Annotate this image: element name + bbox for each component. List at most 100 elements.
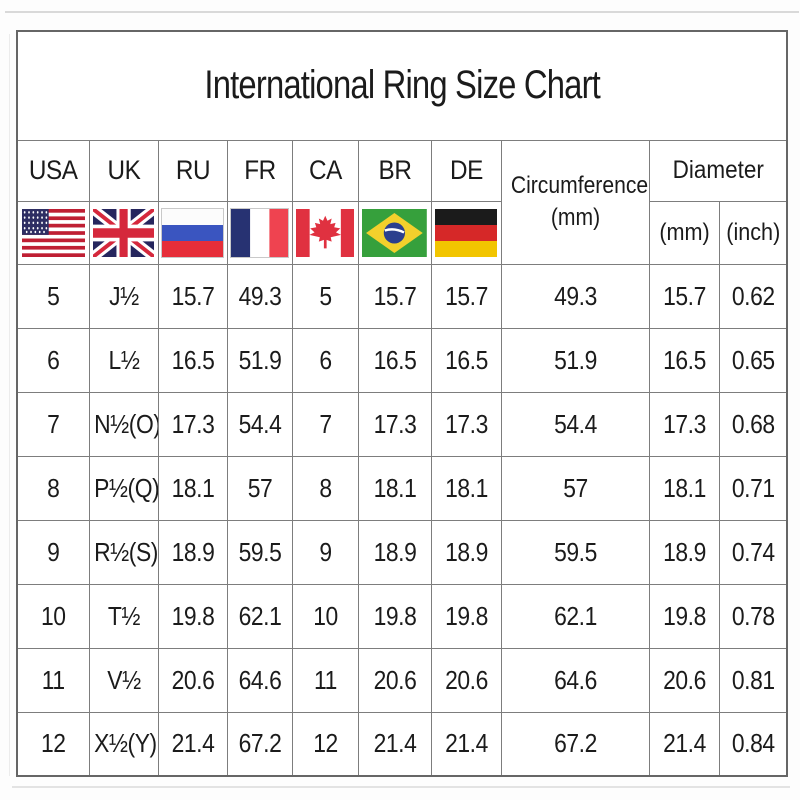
flag-cell-de [430,200,502,265]
cell-diameter-inch: 0.74 [718,519,788,585]
cell-diameter-inch: 0.65 [718,327,788,393]
circumference-label: Circumference [510,171,648,199]
cell-diameter-mm: 21.4 [648,711,720,777]
cell-de: 17.3 [430,391,502,457]
cell-circumference-mm: 59.5 [500,519,650,585]
cell-circumference-mm: 64.6 [500,647,650,713]
cell-ca: 12 [291,711,359,777]
table-row: 5 J½ 15.7 49.3 5 15.7 15.7 49.3 15.7 0.6… [16,263,788,329]
cell-br: 20.6 [357,647,432,713]
cell-de: 18.9 [430,519,502,585]
column-header-fr: FR [226,139,293,202]
cell-diameter-mm: 18.9 [648,519,720,585]
table-row: 8 P½(Q) 18.1 57 8 18.1 18.1 57 18.1 0.71 [16,455,788,521]
cell-diameter-mm: 15.7 [648,263,720,329]
cell-ca: 6 [291,327,359,393]
photo-edge-left [9,34,10,776]
column-header-ca: CA [291,139,359,202]
cell-usa: 9 [16,519,90,585]
column-header-uk: UK [88,139,159,202]
brazil-flag-icon [359,202,430,263]
cell-ru: 20.6 [157,647,228,713]
table-row: 10 T½ 19.8 62.1 10 19.8 19.8 62.1 19.8 0… [16,583,788,649]
cell-uk: T½ [88,583,159,649]
cell-ca: 9 [291,519,359,585]
flags-row: (mm) (inch) [16,200,788,265]
table-row: 12 X½(Y) 21.4 67.2 12 21.4 21.4 67.2 21.… [16,711,788,777]
russia-flag-icon [159,202,226,263]
cell-usa: 11 [16,647,90,713]
cell-diameter-mm: 16.5 [648,327,720,393]
cell-ca: 5 [291,263,359,329]
cell-br: 18.1 [357,455,432,521]
cell-ru: 18.1 [157,455,228,521]
cell-diameter-inch: 0.62 [718,263,788,329]
cell-fr: 64.6 [226,647,293,713]
cell-br: 21.4 [357,711,432,777]
uk-flag-icon [90,202,157,263]
cell-br: 16.5 [357,327,432,393]
cell-br: 19.8 [357,583,432,649]
cell-usa: 12 [16,711,90,777]
column-header-ru: RU [157,139,228,202]
cell-ru: 17.3 [157,391,228,457]
cell-circumference-mm: 67.2 [500,711,650,777]
cell-de: 15.7 [430,263,502,329]
table-row: 11 V½ 20.6 64.6 11 20.6 20.6 64.6 20.6 0… [16,647,788,713]
cell-circumference-mm: 49.3 [500,263,650,329]
cell-ca: 7 [291,391,359,457]
cell-uk: L½ [88,327,159,393]
diameter-mm-header: (mm) [648,200,720,265]
flag-cell-ru [157,200,228,265]
diameter-inch-header: (inch) [718,200,788,265]
cell-diameter-mm: 17.3 [648,391,720,457]
cell-fr: 51.9 [226,327,293,393]
cell-diameter-mm: 19.8 [648,583,720,649]
flag-cell-uk [88,200,159,265]
cell-diameter-mm: 18.1 [648,455,720,521]
cell-de: 16.5 [430,327,502,393]
table-row: 7 N½(O) 17.3 54.4 7 17.3 17.3 54.4 17.3 … [16,391,788,457]
column-header-de: DE [430,139,502,202]
cell-fr: 62.1 [226,583,293,649]
cell-de: 18.1 [430,455,502,521]
title-row: International Ring Size Chart [16,30,788,141]
cell-diameter-mm: 20.6 [648,647,720,713]
column-header-diameter: Diameter [648,139,788,202]
cell-ca: 11 [291,647,359,713]
france-flag-icon [228,202,291,263]
cell-de: 21.4 [430,711,502,777]
cell-circumference-mm: 54.4 [500,391,650,457]
flag-cell-br [357,200,432,265]
cell-uk: P½(Q) [88,455,159,521]
cell-ru: 15.7 [157,263,228,329]
cell-br: 17.3 [357,391,432,457]
cell-usa: 8 [16,455,90,521]
cell-uk: N½(O) [88,391,159,457]
cell-fr: 54.4 [226,391,293,457]
cell-ru: 21.4 [157,711,228,777]
column-header-circumference: Circumference (mm) [500,139,650,265]
flag-cell-ca [291,200,359,265]
column-header-usa: USA [16,139,90,202]
cell-uk: X½(Y) [88,711,159,777]
cell-diameter-inch: 0.71 [718,455,788,521]
cell-fr: 59.5 [226,519,293,585]
cell-fr: 67.2 [226,711,293,777]
germany-flag-icon [432,202,500,263]
cell-ru: 18.9 [157,519,228,585]
cell-usa: 7 [16,391,90,457]
usa-flag-icon [18,202,88,263]
cell-uk: R½(S) [88,519,159,585]
country-header-row: USA UK RU FR CA BR DE Circumference (mm)… [16,139,788,265]
cell-usa: 5 [16,263,90,329]
canada-flag-icon [293,202,357,263]
cell-ca: 8 [291,455,359,521]
column-header-br: BR [357,139,432,202]
cell-fr: 57 [226,455,293,521]
photo-edge-top [5,11,799,13]
circumference-unit: (mm) [550,204,600,231]
cell-diameter-inch: 0.84 [718,711,788,777]
cell-de: 20.6 [430,647,502,713]
cell-circumference-mm: 51.9 [500,327,650,393]
